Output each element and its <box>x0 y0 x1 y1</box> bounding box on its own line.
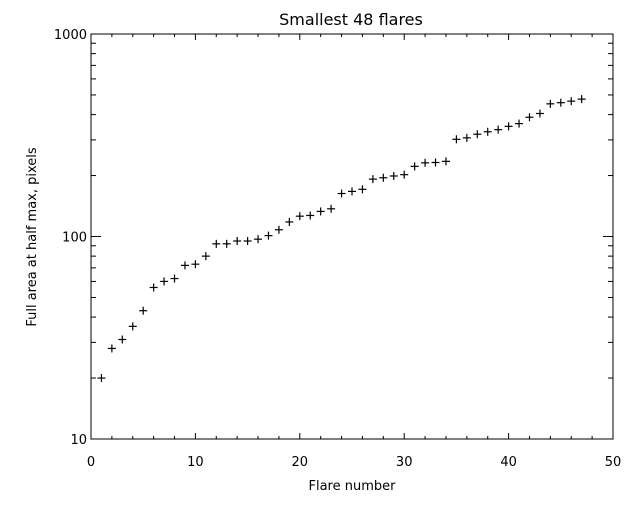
data-point <box>504 122 513 131</box>
data-point <box>421 158 430 167</box>
data-point <box>149 283 158 292</box>
data-point <box>577 95 586 104</box>
plot-frame <box>90 33 614 440</box>
data-point <box>368 175 377 184</box>
chart-title: Smallest 48 flares <box>279 10 423 29</box>
data-point <box>295 212 304 221</box>
x-axis-label: Flare number <box>309 479 397 494</box>
data-point <box>97 374 106 383</box>
data-point <box>264 231 273 240</box>
data-point <box>535 109 544 118</box>
y-axis-label: Full area at half max, pixels <box>25 147 40 327</box>
data-point <box>139 306 148 315</box>
data-point <box>348 187 356 196</box>
data-point <box>327 204 336 213</box>
data-point <box>222 239 231 248</box>
data-point <box>546 99 555 108</box>
data-point <box>243 237 252 246</box>
y-tick-label: 100 <box>62 231 87 246</box>
x-tick-label: 50 <box>605 455 622 470</box>
data-point <box>160 277 169 286</box>
data-point <box>379 173 388 182</box>
data-point <box>233 237 242 246</box>
data-point <box>400 170 409 179</box>
data-point <box>358 185 367 194</box>
data-point <box>556 98 565 107</box>
data-series <box>97 95 586 383</box>
data-point <box>567 97 576 106</box>
data-point <box>316 207 325 216</box>
data-point <box>170 274 179 283</box>
x-tick-label: 0 <box>87 455 95 470</box>
data-point <box>285 217 294 226</box>
x-axis: 0 10 20 30 40 50 <box>87 34 621 470</box>
data-point <box>525 113 534 122</box>
data-point <box>473 130 482 139</box>
data-point <box>201 252 210 261</box>
data-point <box>254 235 263 244</box>
data-point <box>274 225 283 234</box>
data-point <box>462 133 471 142</box>
data-point <box>410 162 419 171</box>
data-point <box>389 171 398 180</box>
data-point <box>494 125 503 134</box>
data-point <box>212 239 221 248</box>
data-point <box>337 189 346 198</box>
y-axis: 10 100 1000 <box>54 28 613 448</box>
data-point <box>118 335 127 344</box>
data-point <box>107 344 116 353</box>
y-tick-label: 1000 <box>54 28 87 43</box>
data-point <box>191 260 200 269</box>
data-point <box>483 127 492 136</box>
data-point <box>431 158 440 167</box>
data-point <box>441 157 450 166</box>
x-tick-label: 40 <box>500 455 517 470</box>
data-point <box>306 211 315 220</box>
x-tick-label: 30 <box>396 455 413 470</box>
data-point <box>128 322 137 331</box>
y-tick-label: 10 <box>70 433 87 448</box>
x-tick-label: 10 <box>187 455 204 470</box>
data-point <box>515 119 524 128</box>
data-point <box>452 135 461 144</box>
data-point <box>180 261 189 270</box>
x-tick-label: 20 <box>292 455 309 470</box>
